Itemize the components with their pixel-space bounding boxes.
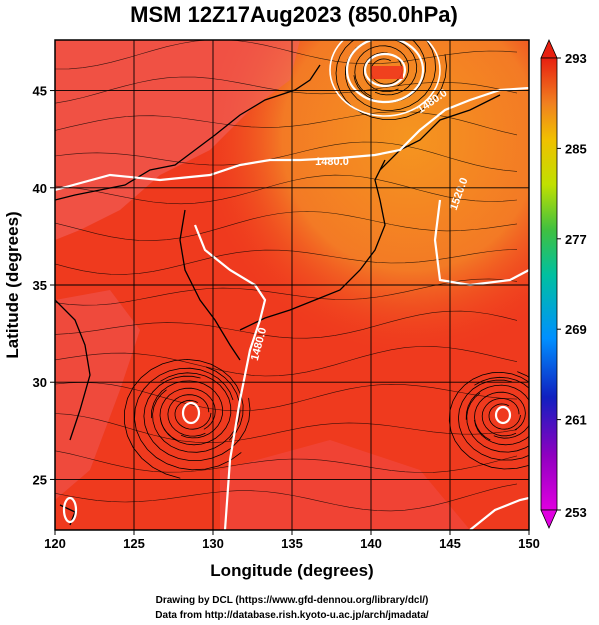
streamline-flow	[55, 346, 518, 377]
colorbar-tick-label: 293	[565, 51, 587, 66]
x-tick-label: 130	[202, 536, 224, 551]
y-tick-label: 25	[33, 472, 47, 487]
typhoon-contour-west	[181, 401, 201, 425]
cool-patch-northwest	[55, 40, 300, 240]
colorbar-tick-label: 261	[565, 413, 587, 428]
colorbar-top-arrow	[540, 39, 558, 59]
low-pressure-contour-3	[329, 40, 441, 117]
low-pressure-contour-2	[345, 40, 425, 104]
colorbar-tick-label: 253	[565, 505, 587, 520]
streamline-low-north	[335, 40, 447, 120]
streamline-typhoon-west	[167, 394, 210, 437]
colorbar: 293 285 277 269 261 253	[540, 39, 587, 529]
streamline-typhoon-east	[488, 403, 521, 430]
streamline-flow	[55, 483, 518, 512]
contour-1480-west	[193, 224, 267, 530]
plot-area: 1480.0 1480.0 1480.0 1520.0	[55, 40, 529, 530]
streamline-flow	[55, 249, 518, 275]
china-coastline	[55, 299, 91, 441]
japan-coastline	[239, 159, 386, 331]
streamline-typhoon-west	[124, 358, 244, 479]
asia-coastline	[55, 64, 321, 201]
contour-1520	[433, 199, 529, 287]
x-tick-label: 125	[123, 536, 145, 551]
x-tick-label: 145	[439, 536, 461, 551]
y-axis-ticks: 25 30 35 40 45	[33, 84, 55, 487]
streamline-typhoon-east	[474, 376, 529, 446]
low-pressure-contour-1	[363, 52, 407, 88]
streamline-typhoon-east	[448, 371, 529, 470]
y-tick-label: 35	[33, 278, 47, 293]
contour-label-bg	[371, 66, 403, 79]
contour-1480-north	[55, 86, 529, 192]
streamline-flow	[55, 450, 518, 473]
x-tick-label: 140	[360, 536, 382, 551]
streamline-flow	[55, 111, 518, 136]
x-tick-label: 120	[44, 536, 66, 551]
streamline-typhoon-east	[466, 371, 529, 453]
colorbar-tick-label: 269	[565, 322, 587, 337]
y-axis-label: Latitude (degrees)	[3, 211, 22, 358]
streamline-flow	[55, 40, 518, 70]
streamline-flow	[55, 413, 518, 444]
credit-drawing: Drawing by DCL (https://www.gfd-dennou.o…	[156, 595, 429, 606]
streamline-flow	[55, 382, 518, 412]
chart-title: MSM 12Z17Aug2023 (850.0hPa)	[130, 2, 458, 27]
streamline-flow	[55, 141, 518, 172]
streamline-typhoon-east	[457, 379, 529, 461]
streamline-low-north	[353, 40, 426, 103]
streamline-typhoon-west	[143, 375, 251, 461]
colorbar-tick-label: 285	[565, 141, 587, 156]
streamline-flow	[55, 76, 518, 104]
contour-south	[469, 496, 529, 530]
korea-coastline	[179, 209, 241, 361]
streamline-typhoon-west	[134, 367, 242, 471]
colorbar-bottom-arrow	[540, 509, 558, 529]
streamline-low-north	[354, 45, 410, 97]
typhoon-contour-east	[494, 405, 512, 425]
streamline-flow	[55, 310, 518, 339]
streamline-low-north	[344, 40, 437, 112]
streamline-typhoon-east	[465, 384, 529, 439]
colorbar-bar	[540, 57, 558, 511]
x-axis-ticks: 120 125 130 135 140 145 150	[44, 530, 540, 551]
streamline-typhoon-west	[174, 399, 212, 430]
streamline-flow	[55, 278, 518, 306]
x-tick-label: 150	[518, 536, 540, 551]
streamline-typhoon-east	[481, 397, 520, 437]
credit-data: Data from http://database.rish.kyoto-u.a…	[155, 610, 429, 621]
contour-southwest	[62, 496, 78, 524]
x-axis-label: Longitude (degrees)	[210, 561, 373, 580]
y-tick-label: 40	[33, 181, 47, 196]
streamline-typhoon-west	[152, 366, 241, 453]
streamlines	[55, 40, 529, 512]
contour-label-north: 1480.0	[315, 156, 349, 168]
colorbar-tick-label: 277	[565, 232, 587, 247]
x-tick-label: 135	[281, 536, 303, 551]
streamline-typhoon-west	[151, 380, 224, 439]
streamline-flow	[55, 174, 518, 205]
hokkaido-coastline	[379, 94, 501, 171]
height-contours	[55, 40, 529, 530]
streamline-flow	[55, 211, 518, 241]
y-tick-label: 45	[33, 84, 47, 99]
cool-patch-south	[220, 440, 470, 530]
colorbar-ticks: 293 285 277 269 261 253	[557, 51, 587, 520]
y-tick-label: 30	[33, 375, 47, 390]
lat-lon-grid	[55, 40, 529, 530]
coastlines	[55, 64, 501, 526]
cool-patch-west	[55, 290, 140, 500]
